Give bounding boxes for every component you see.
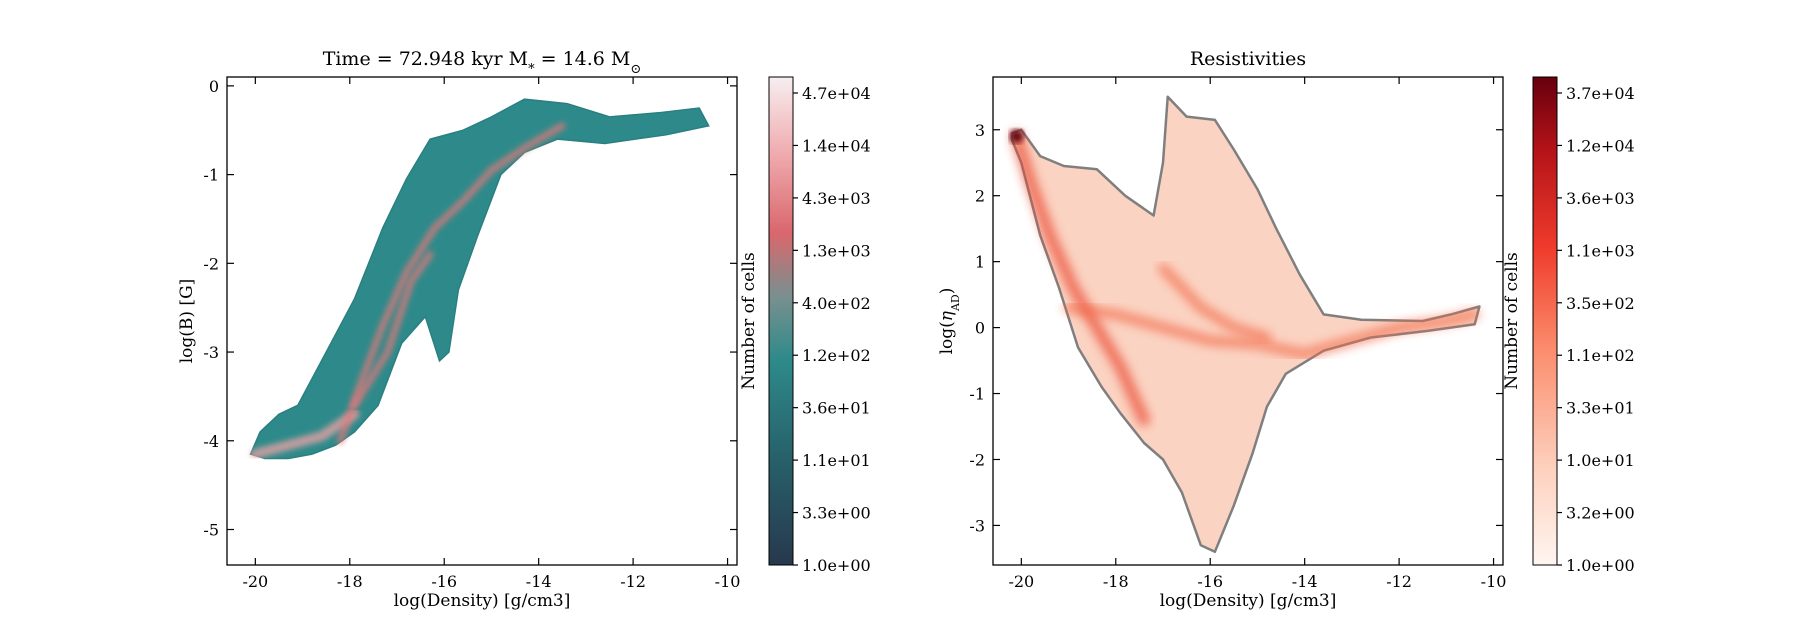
left-density-ridge-1 <box>336 122 566 445</box>
left-x-tick-label: -16 <box>431 572 457 591</box>
right-y-tick-label: 2 <box>975 187 985 206</box>
left-colorbar-ticks: 4.7e+04 1.4e+04 4.3e+03 1.3e+03 4.0e+02 1.2e+… <box>793 84 871 575</box>
left-density-ridge-2 <box>351 251 434 409</box>
left-panel: Time = 72.948 kyr M* = 14.6 M⊙ -20 -18 -16… <box>177 48 740 611</box>
right-colorbar-tick-label: 3.7e+04 <box>1566 84 1635 103</box>
right-y-tick-label: -2 <box>969 450 985 469</box>
right-colorbar-tick-label: 1.1e+02 <box>1566 346 1635 365</box>
left-y-tick-label: -5 <box>203 521 219 540</box>
right-colorbar-tick-label: 3.6e+03 <box>1566 189 1635 208</box>
right-heatmap <box>1009 95 1481 554</box>
left-data-region <box>249 98 710 460</box>
left-y-tick-label: -4 <box>203 432 219 451</box>
right-x-tick-label: -18 <box>1103 572 1129 591</box>
right-colorbar-tick-label: 1.2e+04 <box>1566 136 1635 155</box>
right-colorbar-tick-label: 1.0e+00 <box>1566 556 1635 575</box>
left-y-tick-label: -2 <box>203 254 219 273</box>
right-colorbar-ticks: 3.7e+04 1.2e+04 3.6e+03 1.1e+03 3.5e+02 1.1e+… <box>1557 84 1635 575</box>
right-title: Resistivities <box>1190 48 1306 70</box>
left-colorbar-tick-label: 4.0e+02 <box>802 294 871 313</box>
right-y-tick-label: 1 <box>975 253 985 272</box>
left-plot-frame <box>226 76 738 566</box>
left-colorbar-tick-label: 1.1e+01 <box>802 451 871 470</box>
right-x-label: log(Density) [g/cm3] <box>1160 591 1337 611</box>
right-density-ridge-1 <box>1063 302 1480 359</box>
right-colorbar-label: Number of cells <box>1502 252 1522 390</box>
right-colorbar: 3.7e+04 1.2e+04 3.6e+03 1.1e+03 3.5e+02 1.1e+… <box>1502 76 1635 575</box>
left-heatmap <box>249 98 710 460</box>
left-colorbar-gradient <box>768 76 794 566</box>
left-colorbar-tick-label: 1.4e+04 <box>802 136 871 155</box>
left-x-tick-label: -10 <box>715 572 741 591</box>
left-y-tick-label: -3 <box>203 343 219 362</box>
left-colorbar-tick-label: 1.3e+03 <box>802 241 871 260</box>
left-colorbar-tick-label: 1.0e+00 <box>802 556 871 575</box>
left-title: Time = 72.948 kyr M* = 14.6 M⊙ <box>323 48 642 77</box>
right-colorbar-tick-label: 3.3e+01 <box>1566 399 1635 418</box>
right-colorbar-tick-label: 1.0e+01 <box>1566 451 1635 470</box>
right-x-tick-label: -20 <box>1008 572 1034 591</box>
left-y-label: log(B) [G] <box>177 279 197 364</box>
right-data-region <box>1010 95 1481 554</box>
left-x-label: log(Density) [g/cm3] <box>394 591 571 611</box>
left-x-tick-label: -18 <box>337 572 363 591</box>
right-colorbar-tick-label: 3.5e+02 <box>1566 294 1635 313</box>
right-colorbar-gradient <box>1532 76 1558 566</box>
left-y-axis: 0 -1 -2 -3 -4 -5 <box>203 77 737 540</box>
right-x-tick-label: -14 <box>1292 572 1318 591</box>
right-y-tick-label: 0 <box>975 319 985 338</box>
right-colorbar-tick-label: 1.1e+03 <box>1566 241 1635 260</box>
left-colorbar-tick-label: 4.3e+03 <box>802 189 871 208</box>
right-panel: Resistivities -20 -18 -16 -14 -12 -10 3 2 1 0 -1 -… <box>937 48 1506 611</box>
left-x-tick-label: -12 <box>620 572 646 591</box>
left-density-ridge-0 <box>250 409 360 460</box>
right-y-tick-label: 3 <box>975 121 985 140</box>
left-colorbar: 4.7e+04 1.4e+04 4.3e+03 1.3e+03 4.0e+02 1.2e+… <box>739 76 871 575</box>
left-y-tick-label: -1 <box>203 166 219 185</box>
right-plot-frame <box>992 76 1504 566</box>
right-x-axis: -20 -18 -16 -14 -12 -10 <box>1008 77 1506 591</box>
right-colorbar-tick-label: 3.2e+00 <box>1566 504 1635 523</box>
right-peak-density-point <box>1009 129 1024 144</box>
left-colorbar-tick-label: 4.7e+04 <box>802 84 871 103</box>
left-x-tick-label: -20 <box>242 572 268 591</box>
left-colorbar-tick-label: 3.6e+01 <box>802 399 871 418</box>
left-colorbar-tick-label: 1.2e+02 <box>802 346 871 365</box>
right-density-ridge-0 <box>1010 130 1151 426</box>
right-y-label: log(ηAD) <box>937 288 962 355</box>
left-colorbar-label: Number of cells <box>739 252 759 390</box>
left-y-tick-label: 0 <box>209 77 219 96</box>
right-x-tick-label: -12 <box>1386 572 1412 591</box>
right-y-tick-label: -3 <box>969 516 985 535</box>
left-colorbar-tick-label: 3.3e+00 <box>802 504 871 523</box>
left-x-tick-label: -14 <box>526 572 552 591</box>
right-y-tick-label: -1 <box>969 385 985 404</box>
left-x-axis: -20 -18 -16 -14 -12 -10 <box>242 77 740 591</box>
right-x-tick-label: -16 <box>1197 572 1223 591</box>
right-density-ridge-2 <box>1158 263 1272 343</box>
right-x-tick-label: -10 <box>1481 572 1507 591</box>
right-y-axis: 3 2 1 0 -1 -2 -3 <box>969 121 1503 535</box>
